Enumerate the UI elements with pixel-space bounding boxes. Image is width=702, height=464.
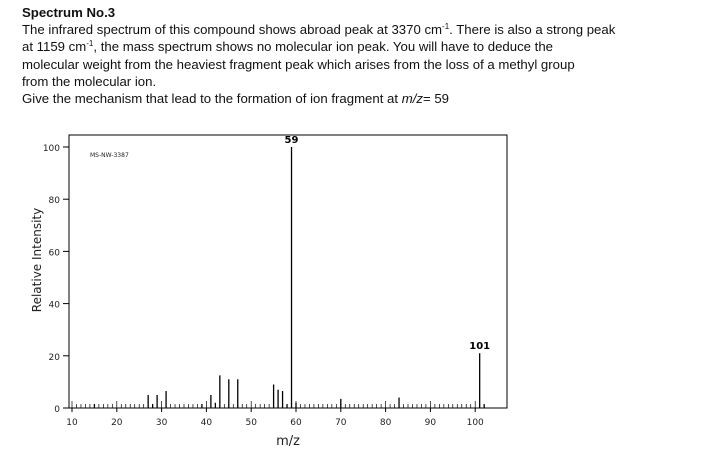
mass-spectrum-chart: MS-NW-3387 m/z Relative Intensity 0 20 40 6…: [30, 134, 508, 449]
y-tick-label: 100: [43, 144, 60, 154]
question-text: Give the mechanism that lead to the form…: [22, 91, 402, 107]
y-tick-label: 80: [49, 196, 61, 206]
paragraph-text: , the mass spectrum shows no molecular i…: [93, 39, 554, 55]
x-tick-label: 90: [425, 418, 437, 428]
document: Spectrum No.3 The infrared spectrum of t…: [22, 4, 692, 107]
paragraph-line: from the molecular ion.: [22, 73, 157, 89]
x-axis-label: m/z: [276, 434, 300, 449]
y-tick-label: 0: [54, 405, 60, 415]
document-title: Spectrum No.3: [22, 5, 116, 20]
x-tick-label: 60: [290, 418, 302, 428]
paragraph-line: molecular weight from the heaviest fragm…: [22, 56, 575, 72]
x-tick-label: 40: [201, 418, 213, 428]
question-mz: m/z: [401, 91, 423, 107]
superscript: -1: [86, 39, 94, 49]
peaks: 59 101: [93, 135, 490, 408]
y-tick-label: 60: [49, 248, 61, 258]
y-tick-label: 20: [49, 353, 61, 363]
x-tick-label: 30: [156, 418, 168, 428]
paragraph-line: The infrared spectrum of this compound s…: [22, 21, 692, 38]
paragraph-text: at 1159 cm: [22, 39, 87, 55]
plot-frame: [68, 134, 508, 409]
question-line: Give the mechanism that lead to the form…: [22, 90, 692, 107]
paragraph-text: . There is also a strong peak: [449, 22, 616, 38]
question-text: = 59: [422, 91, 450, 107]
x-tick-label: 100: [467, 418, 484, 428]
x-tick-label: 20: [111, 418, 123, 428]
y-tick-label: 40: [49, 301, 61, 311]
peak-label-59: 59: [285, 135, 299, 146]
x-tick-label: 50: [245, 418, 257, 428]
axes: 0 20 40 60 80 100 10 20 30 40 50 60 70 80 90 100: [43, 144, 485, 428]
peak-label-101: 101: [469, 341, 490, 352]
problem-paragraph: The infrared spectrum of this compound s…: [22, 21, 692, 90]
x-tick-label: 80: [380, 418, 392, 428]
paragraph-line: at 1159 cm-1, the mass spectrum shows no…: [22, 38, 692, 55]
mass-spectrum-figure: MS-NW-3387 m/z Relative Intensity 0 20 40 6…: [0, 118, 702, 459]
x-tick-label: 10: [66, 418, 78, 428]
chart-watermark: MS-NW-3387: [90, 152, 129, 159]
superscript: -1: [442, 22, 450, 32]
x-tick-label: 70: [335, 418, 347, 428]
y-axis-label: Relative Intensity: [30, 208, 44, 312]
paragraph-text: The infrared spectrum of this compound s…: [22, 22, 443, 38]
